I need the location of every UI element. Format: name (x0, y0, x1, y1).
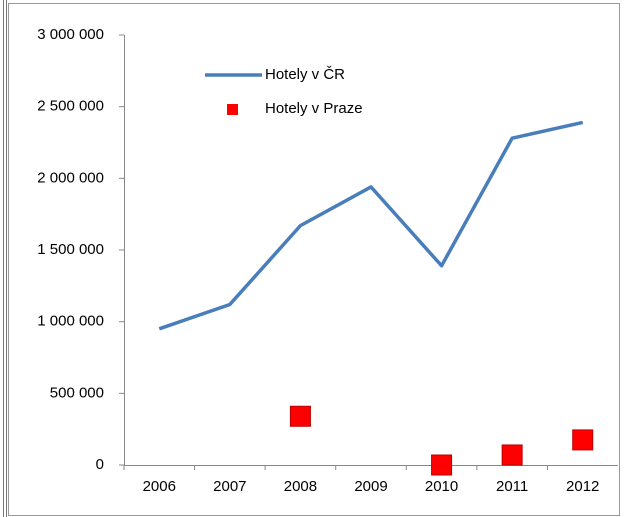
y-tick-label: 2 500 000 (37, 98, 104, 115)
legend-label: Hotely v ČR (265, 66, 345, 83)
x-tick-label: 2011 (496, 478, 528, 495)
data-marker (289, 405, 311, 427)
legend-swatch (227, 104, 238, 115)
y-tick-label: 0 (96, 456, 104, 473)
legend-label: Hotely v Praze (265, 100, 363, 117)
x-tick-label: 2012 (566, 478, 599, 495)
chart-frame (8, 3, 620, 516)
x-tick-label: 2007 (213, 478, 246, 495)
x-tick-label: 2009 (354, 478, 387, 495)
data-line (158, 120, 584, 331)
y-tick-label: 3 000 000 (37, 26, 104, 43)
data-marker (501, 444, 523, 466)
y-tick-label: 500 000 (50, 384, 104, 401)
x-tick-label: 2006 (143, 478, 176, 495)
x-tick-label: 2008 (284, 478, 317, 495)
data-marker (572, 429, 594, 451)
y-tick-label: 1 500 000 (37, 241, 104, 258)
x-tick-label: 2010 (425, 478, 458, 495)
y-tick-label: 2 000 000 (37, 169, 104, 186)
data-marker (431, 454, 453, 476)
y-tick-label: 1 000 000 (37, 313, 104, 330)
